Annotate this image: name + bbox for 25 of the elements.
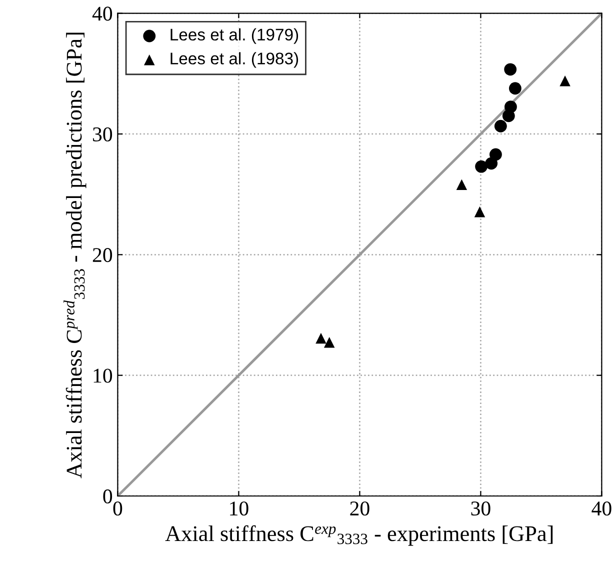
y-tick-label: 10 <box>94 368 112 383</box>
point <box>494 120 507 132</box>
x-axis-title: Axial stiffness C$^{exp}$$_{3333}$ - experiments [GPa] <box>165 525 553 546</box>
x-tick-label: 10 <box>230 501 248 516</box>
x-tick-label: 40 <box>592 501 612 516</box>
legend-label: Lees et al. (1983) <box>170 52 298 68</box>
x-tick-label: 30 <box>471 501 490 516</box>
point <box>474 206 486 218</box>
point <box>475 160 488 173</box>
x-tick-label: 20 <box>350 501 370 516</box>
y-tick-label: 20 <box>92 248 112 262</box>
point <box>316 332 326 344</box>
legend-label: Lees et al. (1979) <box>170 28 298 44</box>
point <box>485 157 498 170</box>
point <box>456 179 468 190</box>
y-tick-label: 40 <box>92 6 112 21</box>
point <box>324 337 335 348</box>
point <box>508 82 522 95</box>
y-axis-title: Axial stiffness C$^{pred}$$_{3333}$ - model predictions [GPa] <box>64 32 86 478</box>
point <box>504 63 517 76</box>
x-tick-label: 0 <box>113 501 122 516</box>
y-tick-label: 0 <box>103 489 112 504</box>
y-tick-label: 30 <box>93 127 112 142</box>
point <box>502 110 515 122</box>
point <box>560 76 570 86</box>
